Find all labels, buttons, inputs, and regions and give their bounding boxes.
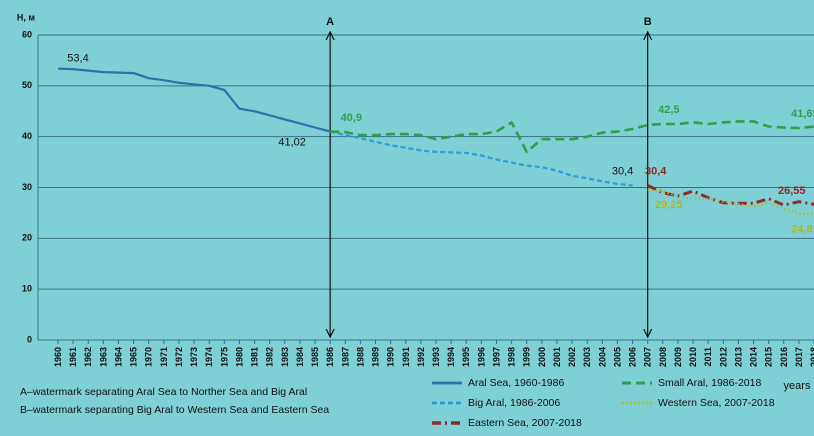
data-label: 24,85 bbox=[791, 224, 814, 236]
x-tick-label: 1962 bbox=[83, 347, 93, 367]
y-tick-label: 30 bbox=[22, 182, 32, 192]
note: A–watermark separating Aral Sea to North… bbox=[20, 386, 307, 398]
x-tick-label: 1961 bbox=[68, 347, 78, 367]
x-tick-label: 1980 bbox=[234, 347, 244, 367]
note: B–watermark separating Big Aral to Weste… bbox=[20, 404, 329, 416]
data-label: 30,4 bbox=[612, 165, 633, 177]
x-tick-label: 2008 bbox=[658, 347, 668, 367]
data-label: 26,55 bbox=[778, 185, 806, 197]
x-tick-label: 1990 bbox=[386, 347, 396, 367]
x-tick-label: 2006 bbox=[628, 347, 638, 367]
series-line bbox=[329, 130, 633, 187]
x-tick-label: 2018 bbox=[809, 347, 814, 367]
x-tick-label: 1974 bbox=[204, 347, 214, 367]
x-tick-label: 1985 bbox=[310, 347, 320, 367]
x-tick-label: 1970 bbox=[144, 347, 154, 367]
x-tick-label: 1975 bbox=[219, 347, 229, 367]
x-tick-label: 1988 bbox=[355, 347, 365, 367]
y-tick-label: 60 bbox=[22, 29, 32, 39]
arrow-head bbox=[325, 328, 335, 339]
legend-label: Big Aral, 1986-2006 bbox=[468, 397, 560, 409]
x-tick-label: 2016 bbox=[779, 347, 789, 367]
legend-label: Eastern Sea, 2007-2018 bbox=[468, 417, 582, 429]
x-tick-label: 2005 bbox=[612, 347, 622, 367]
x-tick-label: 1995 bbox=[461, 347, 471, 367]
series-line bbox=[57, 67, 331, 133]
x-tick-label: 2013 bbox=[733, 347, 743, 367]
data-label: 29,25 bbox=[655, 199, 683, 211]
x-tick-label: 1971 bbox=[159, 347, 169, 367]
series-line bbox=[647, 189, 814, 215]
x-tick-label: 1997 bbox=[491, 347, 501, 367]
y-tick-label: 50 bbox=[22, 80, 32, 90]
x-tick-label: 1991 bbox=[401, 347, 411, 367]
x-tick-label: 1999 bbox=[522, 347, 532, 367]
x-tick-label: 2011 bbox=[703, 347, 713, 367]
x-tick-label: 1993 bbox=[431, 347, 441, 367]
x-tick-label: 2003 bbox=[582, 347, 592, 367]
x-tick-label: 1982 bbox=[265, 347, 275, 367]
x-tick-label: 2001 bbox=[552, 347, 562, 367]
arrow-head bbox=[643, 30, 653, 41]
x-tick-label: 2014 bbox=[749, 347, 759, 367]
x-tick-label: 1981 bbox=[250, 347, 260, 367]
x-tick-label: 2010 bbox=[688, 347, 698, 367]
x-tick-label: 2015 bbox=[764, 347, 774, 367]
y-tick-label: 10 bbox=[22, 284, 32, 294]
x-tick-label: 1994 bbox=[446, 347, 456, 367]
x-tick-label: 2002 bbox=[567, 347, 577, 367]
y-axis-label: H, м bbox=[17, 12, 36, 22]
data-label: 41,02 bbox=[278, 136, 306, 148]
watermark-label: A bbox=[326, 16, 334, 28]
x-tick-label: 1965 bbox=[129, 347, 139, 367]
x-tick-label: 1964 bbox=[113, 347, 123, 367]
x-tick-label: 1992 bbox=[416, 347, 426, 367]
legend-label: Aral Sea, 1960-1986 bbox=[468, 377, 564, 389]
y-tick-label: 0 bbox=[27, 334, 32, 344]
x-tick-label: 2007 bbox=[643, 347, 653, 367]
x-tick-label: 2009 bbox=[673, 347, 683, 367]
data-label: 40,9 bbox=[341, 112, 362, 124]
x-tick-label: 2017 bbox=[794, 347, 804, 367]
x-tick-label: 2004 bbox=[597, 347, 607, 367]
y-tick-label: 40 bbox=[22, 131, 32, 141]
x-tick-label: 1989 bbox=[371, 347, 381, 367]
x-tick-label: 1963 bbox=[98, 347, 108, 367]
x-tick-label: 1983 bbox=[280, 347, 290, 367]
data-label: 41,69 bbox=[791, 108, 814, 120]
watermark-label: B bbox=[644, 16, 652, 28]
x-tick-label: 1987 bbox=[340, 347, 350, 367]
arrow-head bbox=[643, 328, 653, 339]
data-label: 42,5 bbox=[658, 104, 679, 116]
x-tick-label: 1996 bbox=[476, 347, 486, 367]
x-axis-label: years bbox=[784, 380, 811, 392]
x-tick-label: 2000 bbox=[537, 347, 547, 367]
data-label: 53,4 bbox=[67, 52, 88, 64]
x-tick-label: 1973 bbox=[189, 347, 199, 367]
arrow-head bbox=[325, 30, 335, 41]
x-tick-label: 1998 bbox=[507, 347, 517, 367]
y-tick-label: 20 bbox=[22, 233, 32, 243]
x-tick-label: 1960 bbox=[53, 347, 63, 367]
x-tick-label: 1972 bbox=[174, 347, 184, 367]
legend-label: Small Aral, 1986-2018 bbox=[658, 377, 761, 389]
x-tick-label: 2012 bbox=[718, 347, 728, 367]
x-tick-label: 1986 bbox=[325, 347, 335, 367]
x-tick-label: 1984 bbox=[295, 347, 305, 367]
data-label: 30,4 bbox=[645, 165, 667, 177]
legend-label: Western Sea, 2007-2018 bbox=[658, 397, 775, 409]
series-line bbox=[330, 120, 814, 154]
